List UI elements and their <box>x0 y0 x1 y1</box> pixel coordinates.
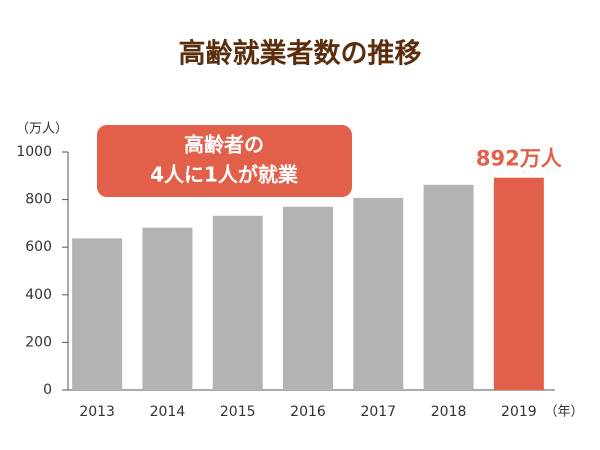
y-tick-label: 200 <box>25 334 52 350</box>
bar <box>423 184 474 390</box>
bar <box>353 197 404 390</box>
annotation-box <box>97 125 352 197</box>
bar <box>283 206 333 390</box>
x-tick-label: 2019 <box>501 404 537 420</box>
bar <box>72 238 123 390</box>
bar <box>142 227 193 390</box>
y-tick-label: 1000 <box>16 144 52 160</box>
x-tick-label: 2016 <box>290 404 326 420</box>
y-axis-label: （万人） <box>16 122 68 137</box>
y-tick-label: 800 <box>25 192 52 208</box>
x-axis-label: （年） <box>544 405 583 420</box>
y-tick-label: 600 <box>25 239 52 255</box>
bar <box>493 177 544 390</box>
y-tick-label: 400 <box>25 287 52 303</box>
x-tick-label: 2013 <box>79 404 115 420</box>
x-tick-label: 2014 <box>150 404 186 420</box>
annotation-text: 4人に1人が就業 <box>150 163 299 187</box>
bar <box>212 215 263 390</box>
x-tick-label: 2018 <box>431 404 467 420</box>
chart-title: 高齢就業者数の推移 <box>179 38 422 70</box>
y-tick-label: 0 <box>43 382 52 398</box>
value-label: 892万人 <box>476 147 562 171</box>
x-tick-label: 2017 <box>360 404 396 420</box>
x-tick-label: 2015 <box>220 404 256 420</box>
annotation-text: 高齢者の <box>184 133 264 157</box>
